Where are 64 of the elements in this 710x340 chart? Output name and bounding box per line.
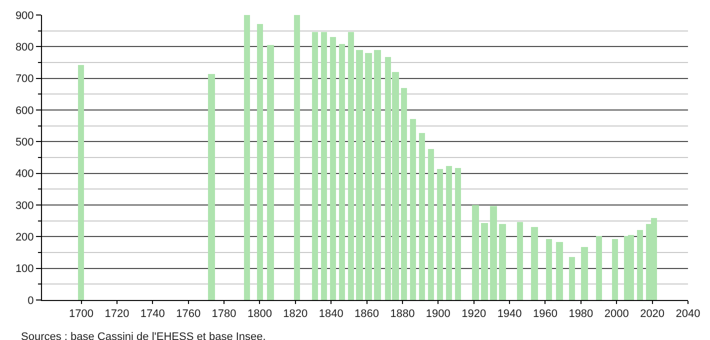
bar xyxy=(330,37,336,300)
x-tick-label: 1880 xyxy=(390,308,415,320)
bar xyxy=(321,32,327,300)
bar xyxy=(410,119,416,300)
x-tick-label: 1920 xyxy=(462,308,486,320)
x-tick-label: 2020 xyxy=(640,308,665,320)
bar xyxy=(428,149,434,300)
bar xyxy=(531,227,538,300)
x-tick-label: 1860 xyxy=(354,308,380,320)
bar xyxy=(596,236,602,300)
bar xyxy=(365,53,372,300)
y-tick-label: 700 xyxy=(15,73,34,86)
y-tick-label: 500 xyxy=(15,136,34,149)
bar xyxy=(499,224,506,300)
y-tick-label: 900 xyxy=(15,10,34,22)
bar xyxy=(637,230,643,300)
bar xyxy=(581,247,588,300)
y-tick-label: 200 xyxy=(15,232,34,244)
bar xyxy=(569,257,575,300)
bar xyxy=(312,32,318,300)
bar xyxy=(78,65,84,300)
y-tick-label: 100 xyxy=(15,263,34,276)
x-tick-label: 1960 xyxy=(533,308,558,320)
bar xyxy=(339,44,345,300)
bar xyxy=(612,239,618,300)
bar xyxy=(401,88,407,300)
bar xyxy=(374,50,381,300)
bar xyxy=(356,50,363,300)
bar xyxy=(419,133,425,300)
x-tick-label: 1840 xyxy=(318,308,344,320)
bar xyxy=(472,205,479,300)
x-tick-label: 1900 xyxy=(426,308,450,320)
bar xyxy=(455,168,461,300)
x-tick-label: 1800 xyxy=(247,308,272,320)
source-note: Sources : base Cassini de l'EHESS et base Insee. xyxy=(21,331,266,340)
x-tick-label: 1700 xyxy=(69,308,94,320)
bar xyxy=(556,242,563,300)
y-tick-label: 400 xyxy=(15,168,34,180)
x-tick-label: 1720 xyxy=(104,308,130,320)
y-tick-label: 800 xyxy=(15,42,34,54)
y-tick-label: 600 xyxy=(15,104,34,117)
x-tick-label: 1760 xyxy=(176,308,201,320)
bar xyxy=(267,45,274,300)
y-tick-label: 0 xyxy=(28,294,34,307)
bar xyxy=(446,166,452,300)
bar xyxy=(481,223,488,300)
x-tick-label: 1980 xyxy=(568,308,594,320)
x-tick-label: 1820 xyxy=(283,308,308,320)
bar xyxy=(257,24,263,300)
bar xyxy=(437,169,443,300)
x-tick-label: 1780 xyxy=(212,308,236,320)
x-tick-label: 2000 xyxy=(604,308,629,320)
bar xyxy=(517,222,523,300)
bar xyxy=(294,15,300,300)
y-tick-label: 300 xyxy=(15,200,34,212)
bar xyxy=(490,206,497,300)
bar xyxy=(244,15,250,300)
bar xyxy=(348,32,354,300)
bar xyxy=(546,239,552,300)
bar xyxy=(208,74,215,300)
x-tick-label: 1740 xyxy=(140,308,165,320)
x-tick-label: 1940 xyxy=(497,308,522,320)
x-tick-label: 2040 xyxy=(676,308,700,320)
bar xyxy=(628,235,634,300)
